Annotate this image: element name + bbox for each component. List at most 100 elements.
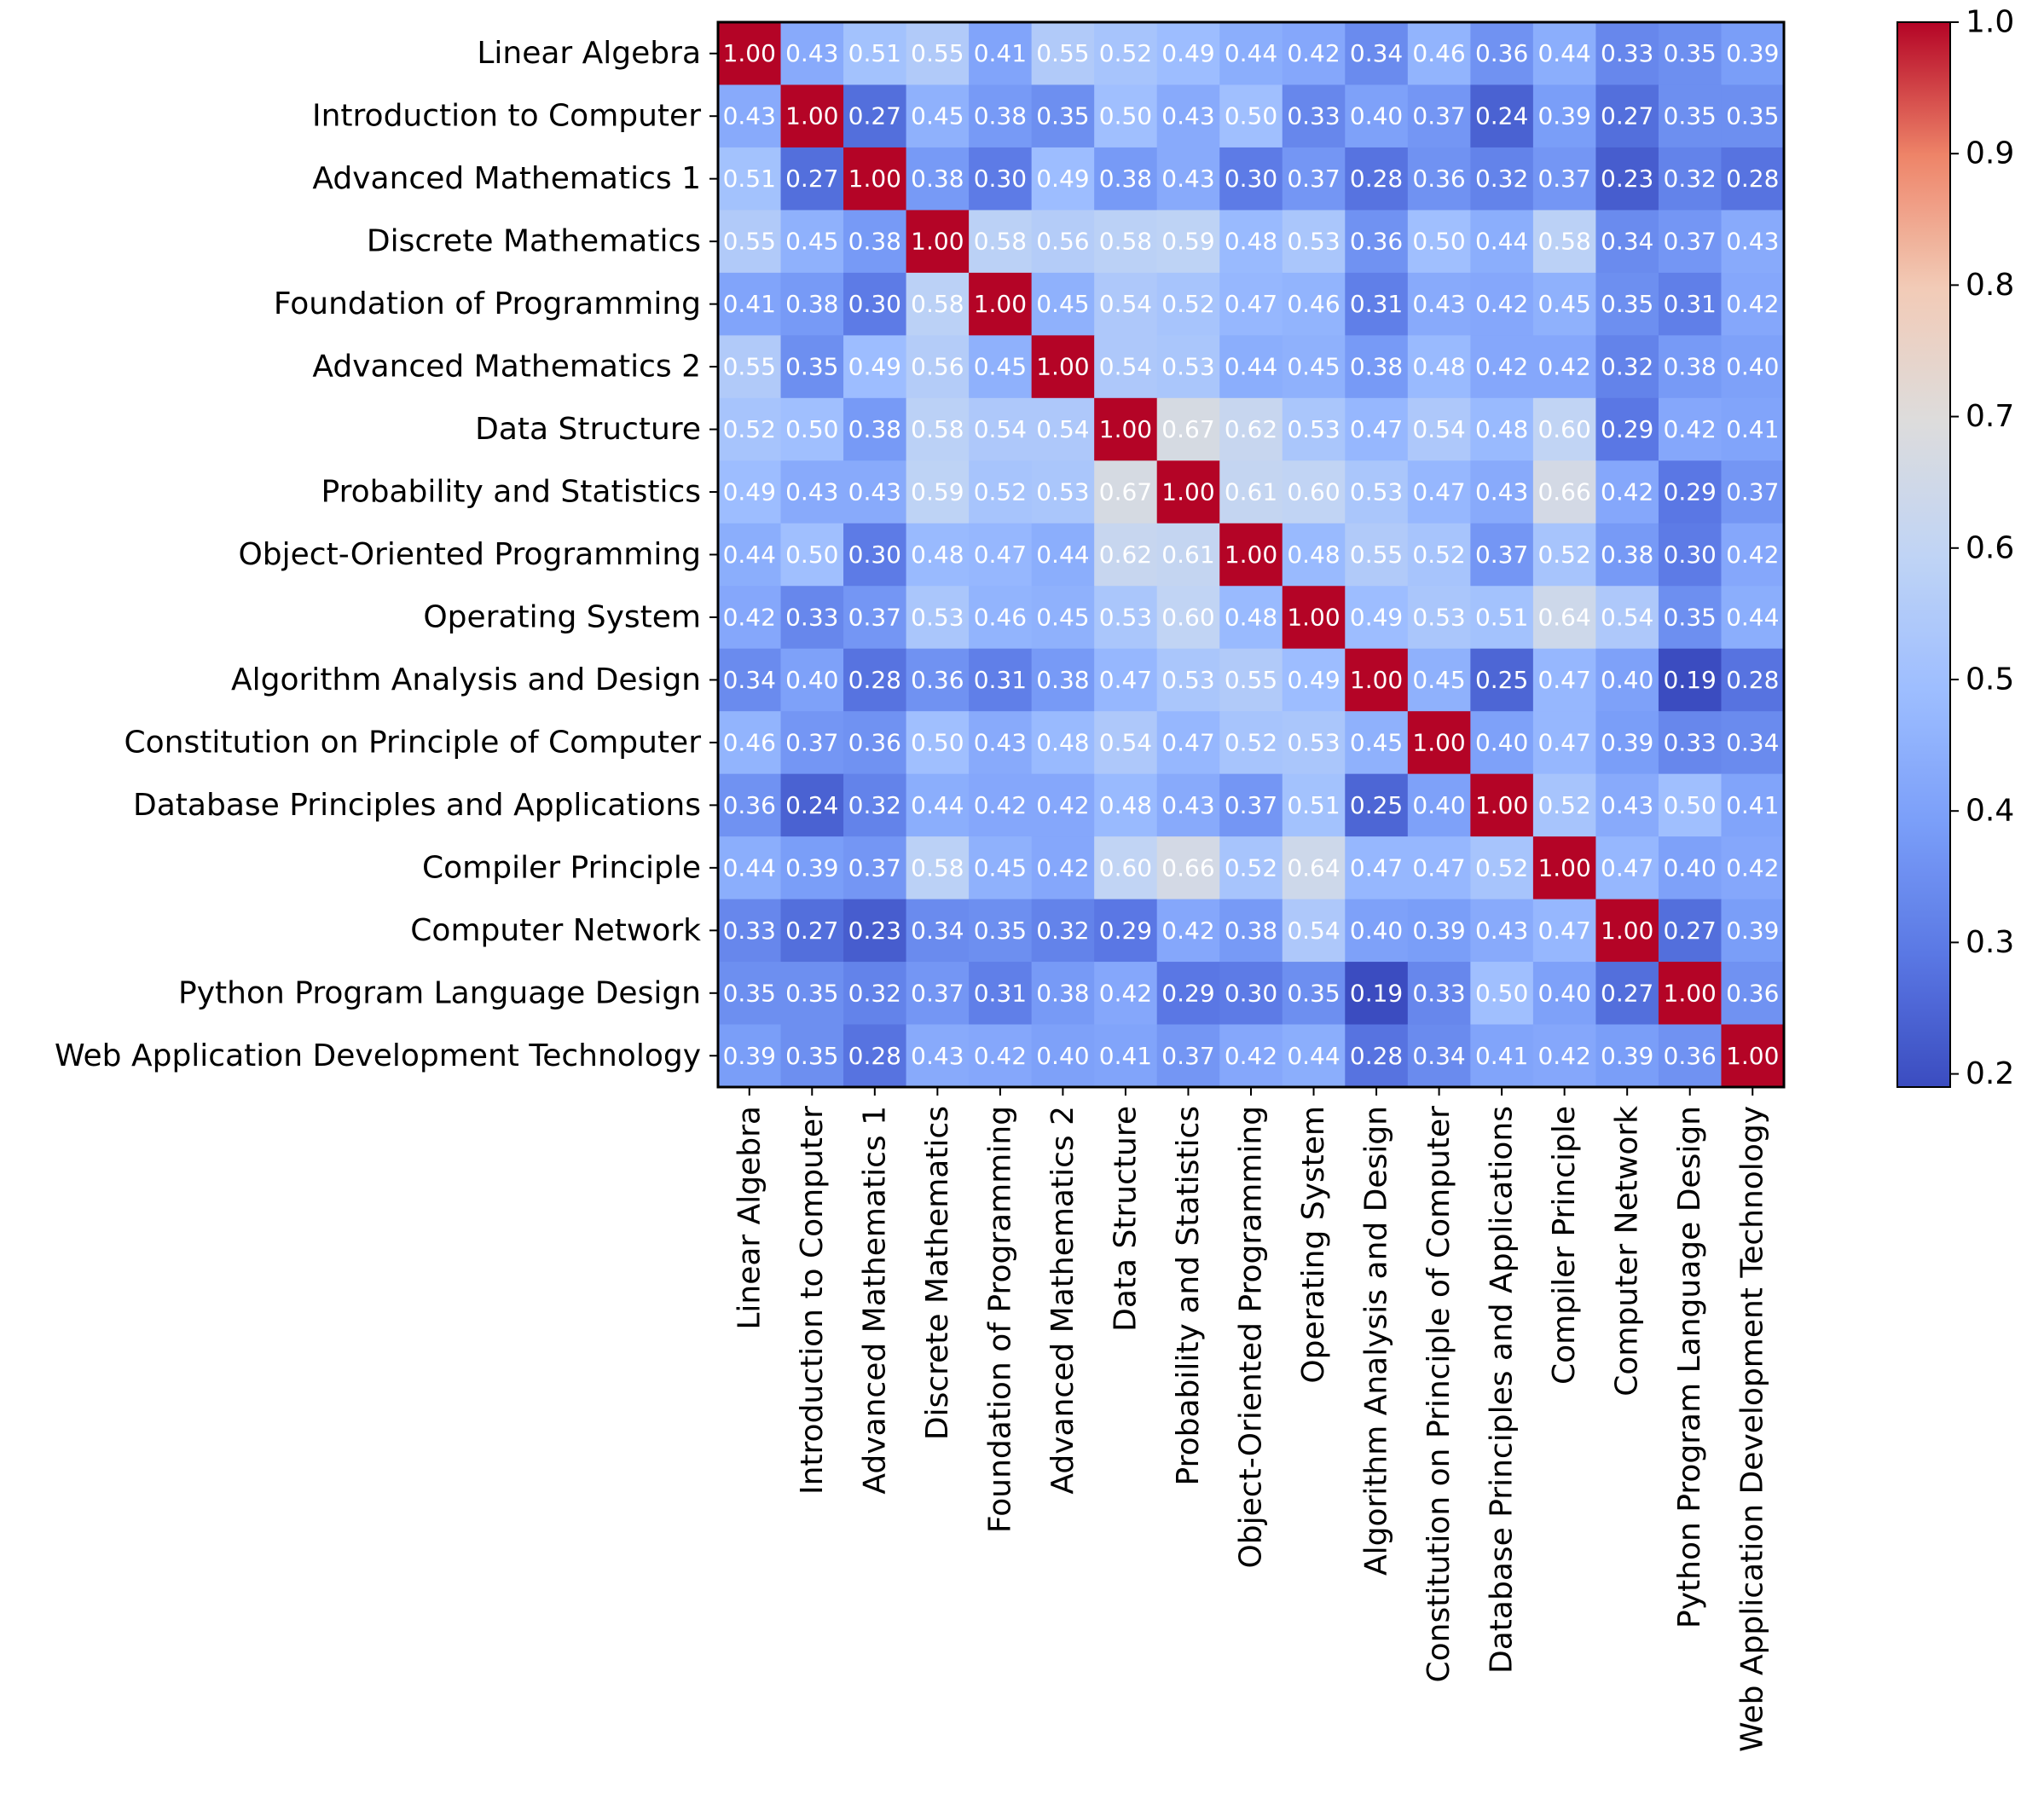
heatmap-cell-r7-c14 xyxy=(1595,460,1659,524)
cell-value-label: 1.00 xyxy=(1161,478,1214,506)
cell-value-label: 0.42 xyxy=(1726,853,1779,882)
heatmap-cell-r10-c15 xyxy=(1658,648,1723,712)
heatmap-cell-r14-c3 xyxy=(906,899,970,963)
heatmap-cell-r0-c6 xyxy=(1094,22,1158,86)
cell-value-label: 0.42 xyxy=(1726,290,1779,318)
heatmap-cell-r1-c12 xyxy=(1470,84,1534,148)
heatmap-cell-r2-c14 xyxy=(1595,147,1659,211)
heatmap-cell-r2-c9 xyxy=(1282,147,1346,211)
heatmap-cell-r12-c5 xyxy=(1031,773,1095,837)
cell-value-label: 1.00 xyxy=(911,228,964,256)
heatmap-cell-r14-c1 xyxy=(780,899,844,963)
colorbar-tick-label: 0.8 xyxy=(1966,268,2014,303)
cell-value-label: 0.56 xyxy=(911,353,964,381)
heatmap-cell-r11-c16 xyxy=(1721,711,1785,775)
cell-value-label: 0.34 xyxy=(1412,1042,1465,1070)
cell-value-label: 0.36 xyxy=(1726,979,1779,1007)
heatmap-cell-r10-c10 xyxy=(1345,648,1409,712)
heatmap-cell-r8-c2 xyxy=(843,523,907,587)
cell-value-label: 0.41 xyxy=(974,39,1027,67)
cell-value-label: 0.41 xyxy=(723,290,776,318)
cell-value-label: 0.34 xyxy=(1726,728,1779,756)
cell-value-label: 0.47 xyxy=(974,541,1027,569)
cell-value-label: 0.43 xyxy=(911,1042,964,1070)
heatmap-cell-r7-c5 xyxy=(1031,460,1095,524)
cell-value-label: 0.49 xyxy=(723,478,776,506)
heatmap-cell-r11-c7 xyxy=(1156,711,1220,775)
heatmap-cell-r14-c14 xyxy=(1595,899,1659,963)
cell-value-label: 0.35 xyxy=(785,979,838,1007)
colorbar: 0.2 0.3 0.4 0.5 0.6 0.7 0.8 0.9 1.0 xyxy=(1896,5,2014,1091)
cell-value-label: 0.43 xyxy=(1726,228,1779,256)
heatmap-cell-r9-c9 xyxy=(1282,586,1346,650)
heatmap-cell-r12-c0 xyxy=(718,773,782,837)
colorbar-tick-label: 1.0 xyxy=(1966,5,2014,40)
cell-value-label: 0.35 xyxy=(723,979,776,1007)
cell-value-label: 0.27 xyxy=(785,917,838,945)
cell-value-label: 0.49 xyxy=(1350,603,1403,631)
heatmap-cell-r9-c14 xyxy=(1595,586,1659,650)
cell-value-label: 0.50 xyxy=(785,541,838,569)
row-label: Advanced Mathematics 2 xyxy=(312,350,701,385)
heatmap-cell-r15-c16 xyxy=(1721,962,1785,1026)
cell-value-label: 0.31 xyxy=(1664,290,1717,318)
heatmap-cell-r8-c7 xyxy=(1156,523,1220,587)
column-label: Operating System xyxy=(1296,1106,1331,1384)
heatmap-cell-r5-c11 xyxy=(1407,335,1471,399)
heatmap-cell-r3-c3 xyxy=(906,210,970,274)
heatmap-cell-r8-c12 xyxy=(1470,523,1534,587)
heatmap-cell-r9-c0 xyxy=(718,586,782,650)
heatmap-cell-r10-c13 xyxy=(1532,648,1597,712)
cell-value-label: 0.36 xyxy=(911,666,964,694)
cell-value-label: 0.29 xyxy=(1601,415,1653,443)
heatmap-cell-r4-c11 xyxy=(1407,272,1471,336)
cell-value-label: 0.49 xyxy=(848,353,901,381)
cell-value-label: 0.39 xyxy=(1726,917,1779,945)
heatmap-cell-r0-c13 xyxy=(1532,22,1597,86)
heatmap-cell-r10-c6 xyxy=(1094,648,1158,712)
column-label: Linear Algebra xyxy=(732,1106,767,1330)
cell-value-label: 0.46 xyxy=(1412,39,1465,67)
cell-value-label: 0.35 xyxy=(1287,979,1340,1007)
cell-value-label: 0.53 xyxy=(1287,228,1340,256)
cell-value-label: 0.32 xyxy=(848,791,901,819)
heatmap-cell-r1-c2 xyxy=(843,84,907,148)
heatmap-cell-r15-c12 xyxy=(1470,962,1534,1026)
cell-value-label: 0.40 xyxy=(1537,979,1590,1007)
cell-value-label: 1.00 xyxy=(1036,353,1089,381)
cell-value-label: 0.42 xyxy=(974,791,1027,819)
cell-value-label: 0.30 xyxy=(1225,165,1277,193)
heatmap-cell-r6-c11 xyxy=(1407,397,1471,461)
cell-value-label: 0.49 xyxy=(1161,39,1214,67)
heatmap-cell-r12-c11 xyxy=(1407,773,1471,837)
heatmap-cell-r16-c11 xyxy=(1407,1024,1471,1088)
column-label: Discrete Mathematics xyxy=(920,1106,955,1440)
cell-value-label: 0.48 xyxy=(911,541,964,569)
heatmap-cell-r13-c5 xyxy=(1031,836,1095,900)
cell-value-label: 0.39 xyxy=(785,853,838,882)
cell-value-label: 0.52 xyxy=(1225,728,1277,756)
cell-value-label: 0.30 xyxy=(974,165,1027,193)
cell-value-label: 0.42 xyxy=(1475,290,1528,318)
cell-value-label: 0.43 xyxy=(785,39,838,67)
cell-value-label: 0.38 xyxy=(848,228,901,256)
heatmap-cell-r8-c13 xyxy=(1532,523,1597,587)
cell-value-label: 0.45 xyxy=(974,353,1027,381)
cell-value-label: 0.19 xyxy=(1664,666,1717,694)
heatmap-cell-r9-c16 xyxy=(1721,586,1785,650)
heatmap-cell-r9-c4 xyxy=(969,586,1033,650)
heatmap-cell-r8-c9 xyxy=(1282,523,1346,587)
cell-value-label: 0.38 xyxy=(1225,917,1277,945)
cell-value-label: 0.47 xyxy=(1350,853,1403,882)
cell-value-label: 0.33 xyxy=(723,917,776,945)
heatmap-cell-r13-c10 xyxy=(1345,836,1409,900)
heatmap-cell-r9-c6 xyxy=(1094,586,1158,650)
cell-value-label: 0.54 xyxy=(1099,353,1152,381)
heatmap-cell-r3-c4 xyxy=(969,210,1033,274)
cell-value-label: 0.47 xyxy=(1350,415,1403,443)
cell-value-label: 0.50 xyxy=(911,728,964,756)
colorbar-tick-label: 0.6 xyxy=(1966,530,2014,565)
heatmap-cell-r4-c10 xyxy=(1345,272,1409,336)
heatmap-cell-r4-c2 xyxy=(843,272,907,336)
